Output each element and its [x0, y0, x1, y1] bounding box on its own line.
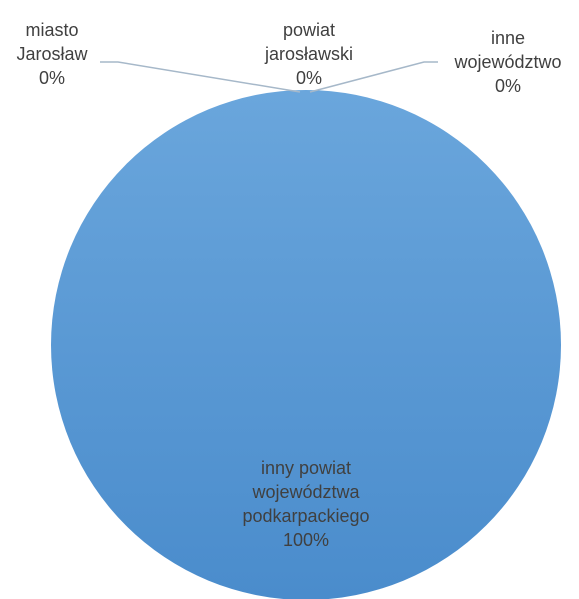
slice-name-line: inny powiat [261, 458, 351, 478]
slice-value-label: 0% [495, 76, 521, 96]
labels-layer: miasto Jarosław 0% powiat jarosławski 0% inne w… [16, 20, 561, 550]
leader-line [309, 61, 438, 93]
leader-line [100, 61, 301, 93]
slice-name-line: Jarosław [16, 44, 88, 64]
slice-label: miasto Jarosław 0% [16, 20, 88, 88]
leader-lines-layer [100, 61, 438, 93]
slice-name-line: województwa [251, 482, 360, 502]
slice-value-label: 100% [283, 530, 329, 550]
slices-layer [51, 90, 561, 599]
slice-label: powiat jarosławski 0% [264, 20, 353, 88]
slice-name-line: powiat [283, 20, 335, 40]
slice-label: inne województwo 0% [453, 28, 561, 96]
slice-name-line: województwo [453, 52, 561, 72]
slice-label: inny powiat województwa podkarpackiego 100% [242, 458, 369, 550]
pie-slice [51, 90, 561, 599]
slice-name-line: miasto [25, 20, 78, 40]
slice-name-line: jarosławski [264, 44, 353, 64]
slice-value-label: 0% [296, 68, 322, 88]
slice-value-label: 0% [39, 68, 65, 88]
slice-name-line: podkarpackiego [242, 506, 369, 526]
slice-name-line: inne [491, 28, 525, 48]
